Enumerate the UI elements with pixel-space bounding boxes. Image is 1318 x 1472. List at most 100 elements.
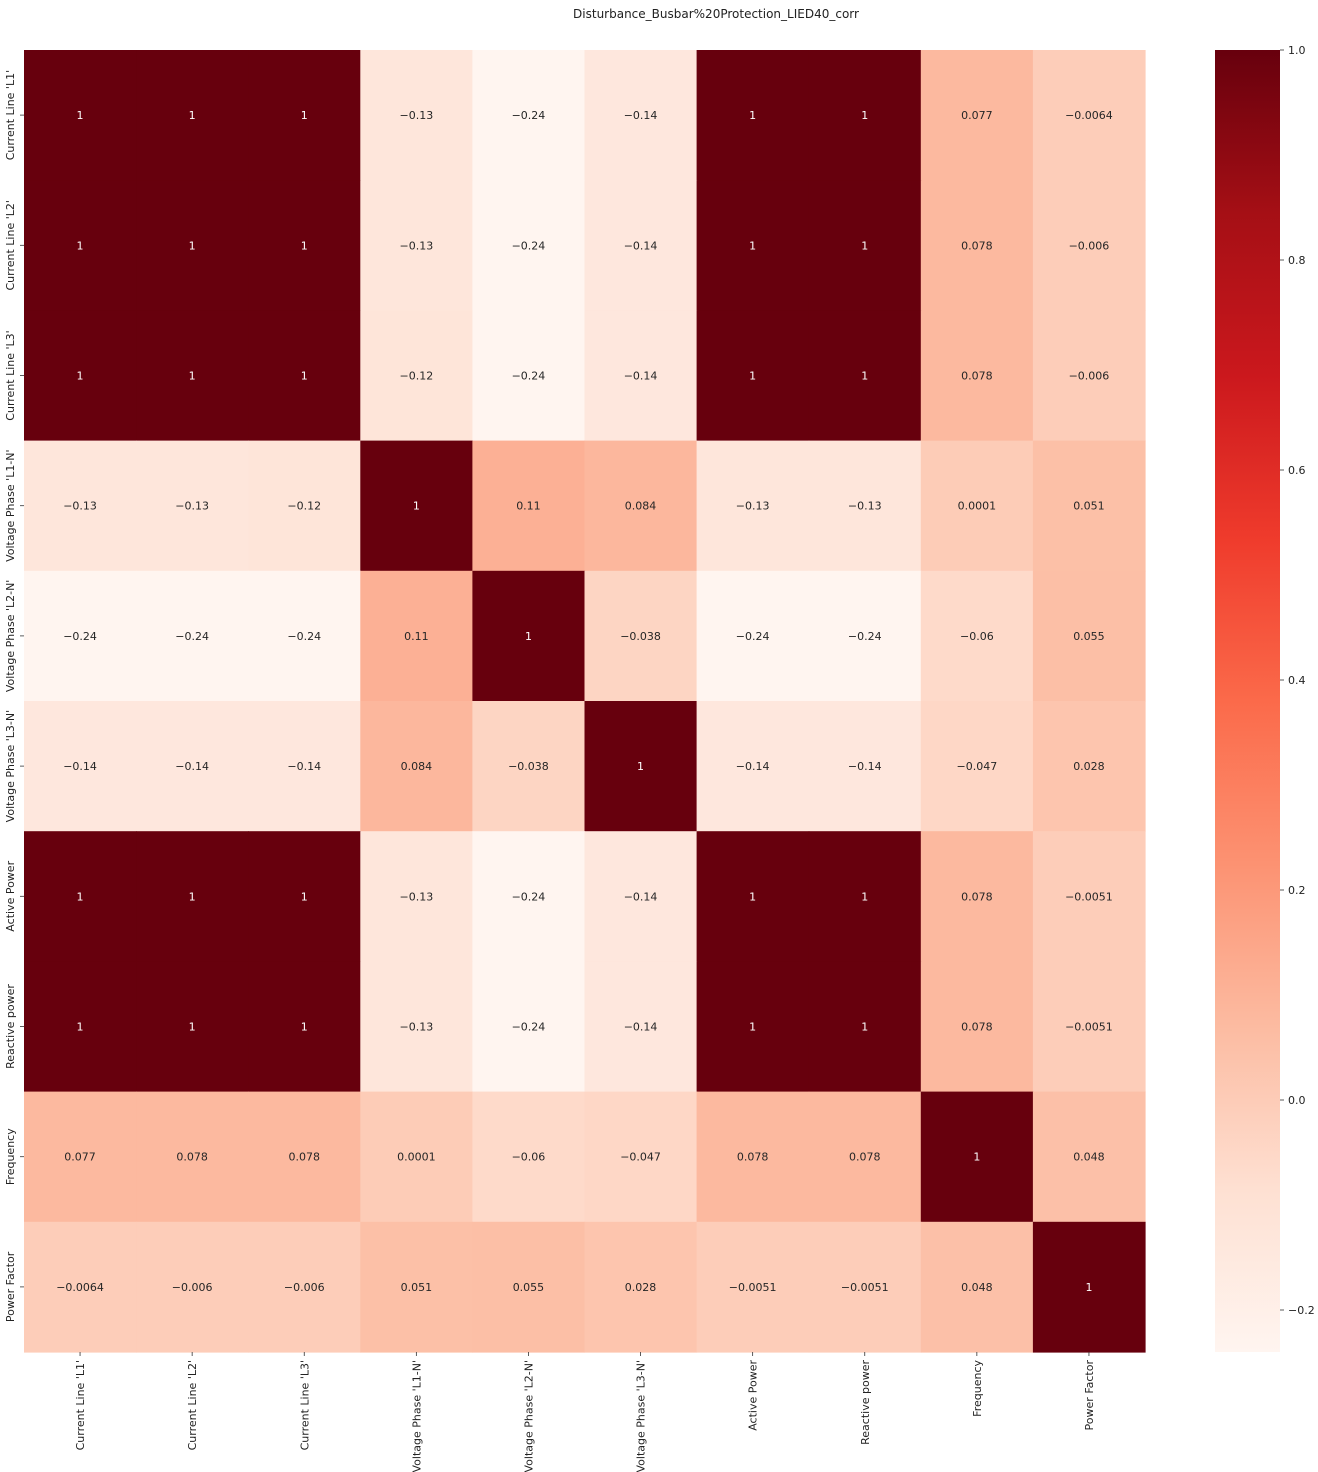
cell-value-r4-c4: 1 xyxy=(525,630,532,643)
heatmap-cell-r1-c9 xyxy=(1032,180,1146,311)
heatmap-cell-r9-c0 xyxy=(24,1221,137,1353)
heatmap-cell-r9-c3 xyxy=(360,1221,473,1353)
heatmap-cell-r8-c8 xyxy=(920,1091,1034,1223)
heatmap-cell-r2-c8 xyxy=(920,310,1034,442)
cell-value-r1-c5: −0.14 xyxy=(624,239,658,252)
cell-value-r7-c8: 0.078 xyxy=(961,1021,993,1034)
cell-value-r1-c2: 1 xyxy=(301,239,308,252)
heatmap-cell-r9-c6 xyxy=(696,1221,810,1353)
chart-title: Disturbance_Busbar%20Protection_LIED40_c… xyxy=(573,7,859,21)
heatmap-cell-r4-c6 xyxy=(696,570,810,702)
heatmap-cell-r4-c2 xyxy=(248,570,361,702)
heatmap-cell-r9-c7 xyxy=(808,1221,922,1353)
heatmap-cell-r3-c2 xyxy=(248,440,361,572)
cell-value-r9-c4: 0.055 xyxy=(513,1281,545,1294)
cell-value-r5-c9: 0.028 xyxy=(1073,760,1105,773)
heatmap-cell-r8-c0 xyxy=(24,1091,137,1223)
heatmap-cell-r3-c0 xyxy=(24,440,137,572)
cell-value-r0-c8: 0.077 xyxy=(961,109,993,122)
cell-value-r6-c2: 1 xyxy=(301,890,308,903)
heatmap-cell-r6-c6 xyxy=(696,831,810,962)
cell-value-r1-c7: 1 xyxy=(861,239,868,252)
row-label-active-power: Active Power xyxy=(4,860,17,931)
heatmap-cell-r4-c1 xyxy=(136,570,249,702)
cell-value-r8-c8: 1 xyxy=(973,1151,980,1164)
heatmap-cell-r5-c5 xyxy=(584,701,698,832)
cell-value-r2-c3: −0.12 xyxy=(399,370,433,383)
heatmap-cell-r2-c3 xyxy=(360,310,473,442)
cell-value-r5-c4: −0.038 xyxy=(508,760,549,773)
cell-value-r8-c2: 0.078 xyxy=(289,1151,321,1164)
heatmap-cell-r4-c3 xyxy=(360,570,473,702)
cell-value-r2-c9: −0.006 xyxy=(1069,370,1110,383)
column-label-current-line-l2: Current Line 'L2' xyxy=(186,1360,199,1450)
heatmap-cell-r3-c8 xyxy=(920,440,1034,572)
heatmap-cell-r6-c3 xyxy=(360,831,473,962)
cell-value-r3-c1: −0.13 xyxy=(175,500,209,513)
row-label-reactive-power: Reactive power xyxy=(4,984,17,1069)
cell-value-r2-c8: 0.078 xyxy=(961,370,993,383)
cell-value-r4-c9: 0.055 xyxy=(1073,630,1105,643)
cell-value-r9-c3: 0.051 xyxy=(401,1281,433,1294)
heatmap-cell-r1-c7 xyxy=(808,180,922,311)
heatmap-cell-r9-c8 xyxy=(920,1221,1034,1353)
colorbar-tick-label-3: 0.4 xyxy=(1288,674,1306,687)
row-label-frequency: Frequency xyxy=(4,1128,17,1185)
cell-value-r1-c8: 0.078 xyxy=(961,239,993,252)
heatmap-cell-r7-c7 xyxy=(808,961,922,1093)
cell-value-r4-c7: −0.24 xyxy=(848,630,882,643)
cell-value-r7-c4: −0.24 xyxy=(512,1021,546,1034)
cell-value-r4-c2: −0.24 xyxy=(287,630,321,643)
row-label-current-line-l2: Current Line 'L2' xyxy=(4,200,17,290)
colorbar-tick-label-6: 1.0 xyxy=(1288,44,1306,57)
cell-value-r7-c0: 1 xyxy=(77,1021,84,1034)
heatmap-cell-r1-c5 xyxy=(584,180,698,311)
cell-value-r6-c1: 1 xyxy=(189,890,196,903)
cell-value-r3-c5: 0.084 xyxy=(625,500,657,513)
column-label-voltage-phase-l3-n: Voltage Phase 'L3-N' xyxy=(635,1360,648,1472)
heatmap-cell-r1-c6 xyxy=(696,180,810,311)
cell-value-r0-c5: −0.14 xyxy=(624,109,658,122)
heatmap-cell-r5-c4 xyxy=(472,701,586,832)
heatmap-cell-r0-c8 xyxy=(920,50,1034,181)
heatmap-cell-r7-c6 xyxy=(696,961,810,1093)
cell-value-r5-c0: −0.14 xyxy=(63,760,97,773)
row-label-power-factor: Power Factor xyxy=(4,1251,17,1322)
heatmap-cell-r8-c4 xyxy=(472,1091,586,1223)
cell-value-r9-c8: 0.048 xyxy=(961,1281,993,1294)
cell-value-r1-c9: −0.006 xyxy=(1069,239,1110,252)
column-label-current-line-l1: Current Line 'L1' xyxy=(74,1360,87,1450)
cell-value-r7-c5: −0.14 xyxy=(624,1021,658,1034)
cell-value-r8-c9: 0.048 xyxy=(1073,1151,1105,1164)
heatmap-cell-r7-c9 xyxy=(1032,961,1146,1093)
cell-value-r5-c5: 1 xyxy=(637,760,644,773)
heatmap-cell-r6-c4 xyxy=(472,831,586,962)
heatmap-cell-r6-c0 xyxy=(24,831,137,962)
cell-value-r1-c3: −0.13 xyxy=(399,239,433,252)
heatmap-cell-r7-c3 xyxy=(360,961,473,1093)
cell-value-r6-c7: 1 xyxy=(861,890,868,903)
cell-value-r6-c5: −0.14 xyxy=(624,890,658,903)
cell-value-r5-c6: −0.14 xyxy=(736,760,770,773)
cell-value-r0-c3: −0.13 xyxy=(399,109,433,122)
cell-value-r4-c3: 0.11 xyxy=(404,630,429,643)
cell-value-r8-c1: 0.078 xyxy=(176,1151,208,1164)
heatmap-cell-r0-c7 xyxy=(808,50,922,181)
heatmap-cell-r5-c6 xyxy=(696,701,810,832)
heatmap-cell-r2-c9 xyxy=(1032,310,1146,442)
heatmap-cell-r9-c9 xyxy=(1032,1221,1146,1353)
heatmap-cell-r8-c9 xyxy=(1032,1091,1146,1223)
cell-value-r7-c1: 1 xyxy=(189,1021,196,1034)
heatmap-cell-r5-c0 xyxy=(24,701,137,832)
heatmap-cell-r5-c8 xyxy=(920,701,1034,832)
cell-value-r6-c6: 1 xyxy=(749,890,756,903)
heatmap-cell-r6-c7 xyxy=(808,831,922,962)
cell-value-r3-c3: 1 xyxy=(413,500,420,513)
colorbar-tick-label-0: −0.2 xyxy=(1288,1304,1315,1317)
heatmap-annotations: 1 1 1 −0.13 −0.24 −0.14 1 1 0.077 −0.0064 1 1 1 −0.13… xyxy=(56,109,1113,1294)
cell-value-r8-c3: 0.0001 xyxy=(397,1151,436,1164)
column-label-reactive-power: Reactive power xyxy=(859,1360,872,1445)
cell-value-r0-c4: −0.24 xyxy=(512,109,546,122)
heatmap-cell-r5-c9 xyxy=(1032,701,1146,832)
cell-value-r5-c7: −0.14 xyxy=(848,760,882,773)
